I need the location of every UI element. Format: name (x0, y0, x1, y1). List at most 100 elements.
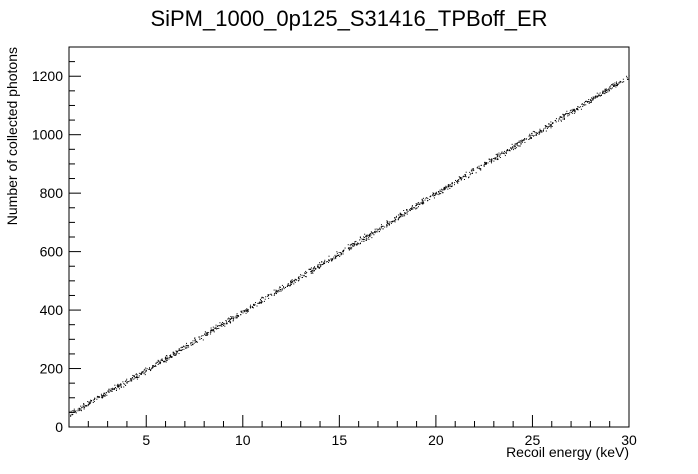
data-point (290, 280, 292, 282)
data-point (304, 272, 306, 274)
data-point (611, 84, 613, 86)
data-point (592, 96, 594, 98)
data-point (502, 152, 504, 154)
data-point (409, 209, 411, 211)
data-point (70, 415, 72, 417)
data-point (103, 393, 105, 395)
data-point (406, 213, 408, 215)
data-point (479, 168, 481, 170)
data-point (507, 149, 509, 151)
data-point (623, 81, 625, 83)
data-point (278, 290, 280, 292)
data-point (400, 214, 402, 216)
data-point (123, 386, 125, 388)
data-point (576, 108, 578, 110)
data-point (565, 112, 567, 114)
data-point (83, 407, 85, 409)
data-point (485, 162, 487, 164)
data-point (174, 353, 176, 355)
data-point (166, 359, 168, 361)
data-point (563, 114, 565, 116)
data-point (199, 336, 201, 338)
data-point (477, 166, 479, 168)
data-point (496, 153, 498, 155)
data-point (430, 196, 432, 198)
data-point (101, 395, 103, 397)
data-point (154, 364, 156, 366)
data-point (367, 235, 369, 237)
data-point (290, 282, 292, 284)
data-point (152, 366, 154, 368)
data-point (228, 320, 230, 322)
data-point (230, 318, 232, 320)
data-point (597, 95, 599, 97)
data-point (116, 384, 118, 386)
data-point (417, 201, 419, 203)
data-point (577, 109, 579, 111)
data-point (193, 342, 195, 344)
data-point (131, 377, 133, 379)
data-point (619, 82, 621, 84)
data-point (225, 319, 227, 321)
data-point (571, 112, 573, 114)
data-point (291, 281, 293, 283)
plot-frame (68, 46, 630, 428)
data-point (156, 361, 158, 363)
data-point (263, 300, 265, 302)
data-point (394, 221, 396, 223)
data-point (480, 169, 482, 171)
data-point (441, 190, 443, 192)
data-point (587, 101, 589, 103)
data-point (144, 374, 146, 376)
data-point (87, 404, 89, 406)
data-point (418, 203, 420, 205)
data-point (83, 403, 85, 405)
data-point (83, 408, 85, 410)
data-point (93, 401, 95, 403)
data-point (347, 244, 349, 246)
data-point (202, 339, 204, 341)
data-point (358, 243, 360, 245)
x-axis-ticks: 5 10 15 20 25 30 (68, 415, 637, 448)
data-point (338, 254, 340, 256)
data-point (376, 228, 378, 230)
data-point (391, 221, 393, 223)
data-point (472, 168, 474, 170)
data-point (186, 342, 188, 344)
data-point (336, 251, 338, 253)
data-point (395, 216, 397, 218)
data-point (505, 151, 507, 153)
data-point (471, 168, 473, 170)
data-point (240, 314, 242, 316)
data-point (506, 149, 508, 151)
data-point (118, 385, 120, 387)
data-point (545, 130, 547, 132)
data-point (592, 98, 594, 100)
data-point (213, 330, 215, 332)
data-point (377, 229, 379, 231)
data-point (379, 228, 381, 230)
data-point (562, 114, 564, 116)
data-point (290, 283, 292, 285)
x-axis-label: Recoil energy (keV) (506, 444, 629, 460)
data-point (207, 334, 209, 336)
x-tick-label: 5 (142, 432, 150, 448)
data-point (427, 200, 429, 202)
data-point (511, 147, 513, 149)
data-point (108, 389, 110, 391)
data-point (496, 156, 498, 158)
data-point (394, 218, 396, 220)
data-point (310, 271, 312, 273)
data-point (80, 405, 82, 407)
data-point (125, 380, 127, 382)
data-point (140, 373, 142, 375)
data-point (599, 95, 601, 97)
data-point (311, 272, 313, 274)
data-point (363, 240, 365, 242)
data-point (490, 159, 492, 161)
data-point (201, 335, 203, 337)
data-point (611, 84, 613, 86)
data-point (110, 388, 112, 390)
data-point (539, 131, 541, 133)
data-point (110, 390, 112, 392)
